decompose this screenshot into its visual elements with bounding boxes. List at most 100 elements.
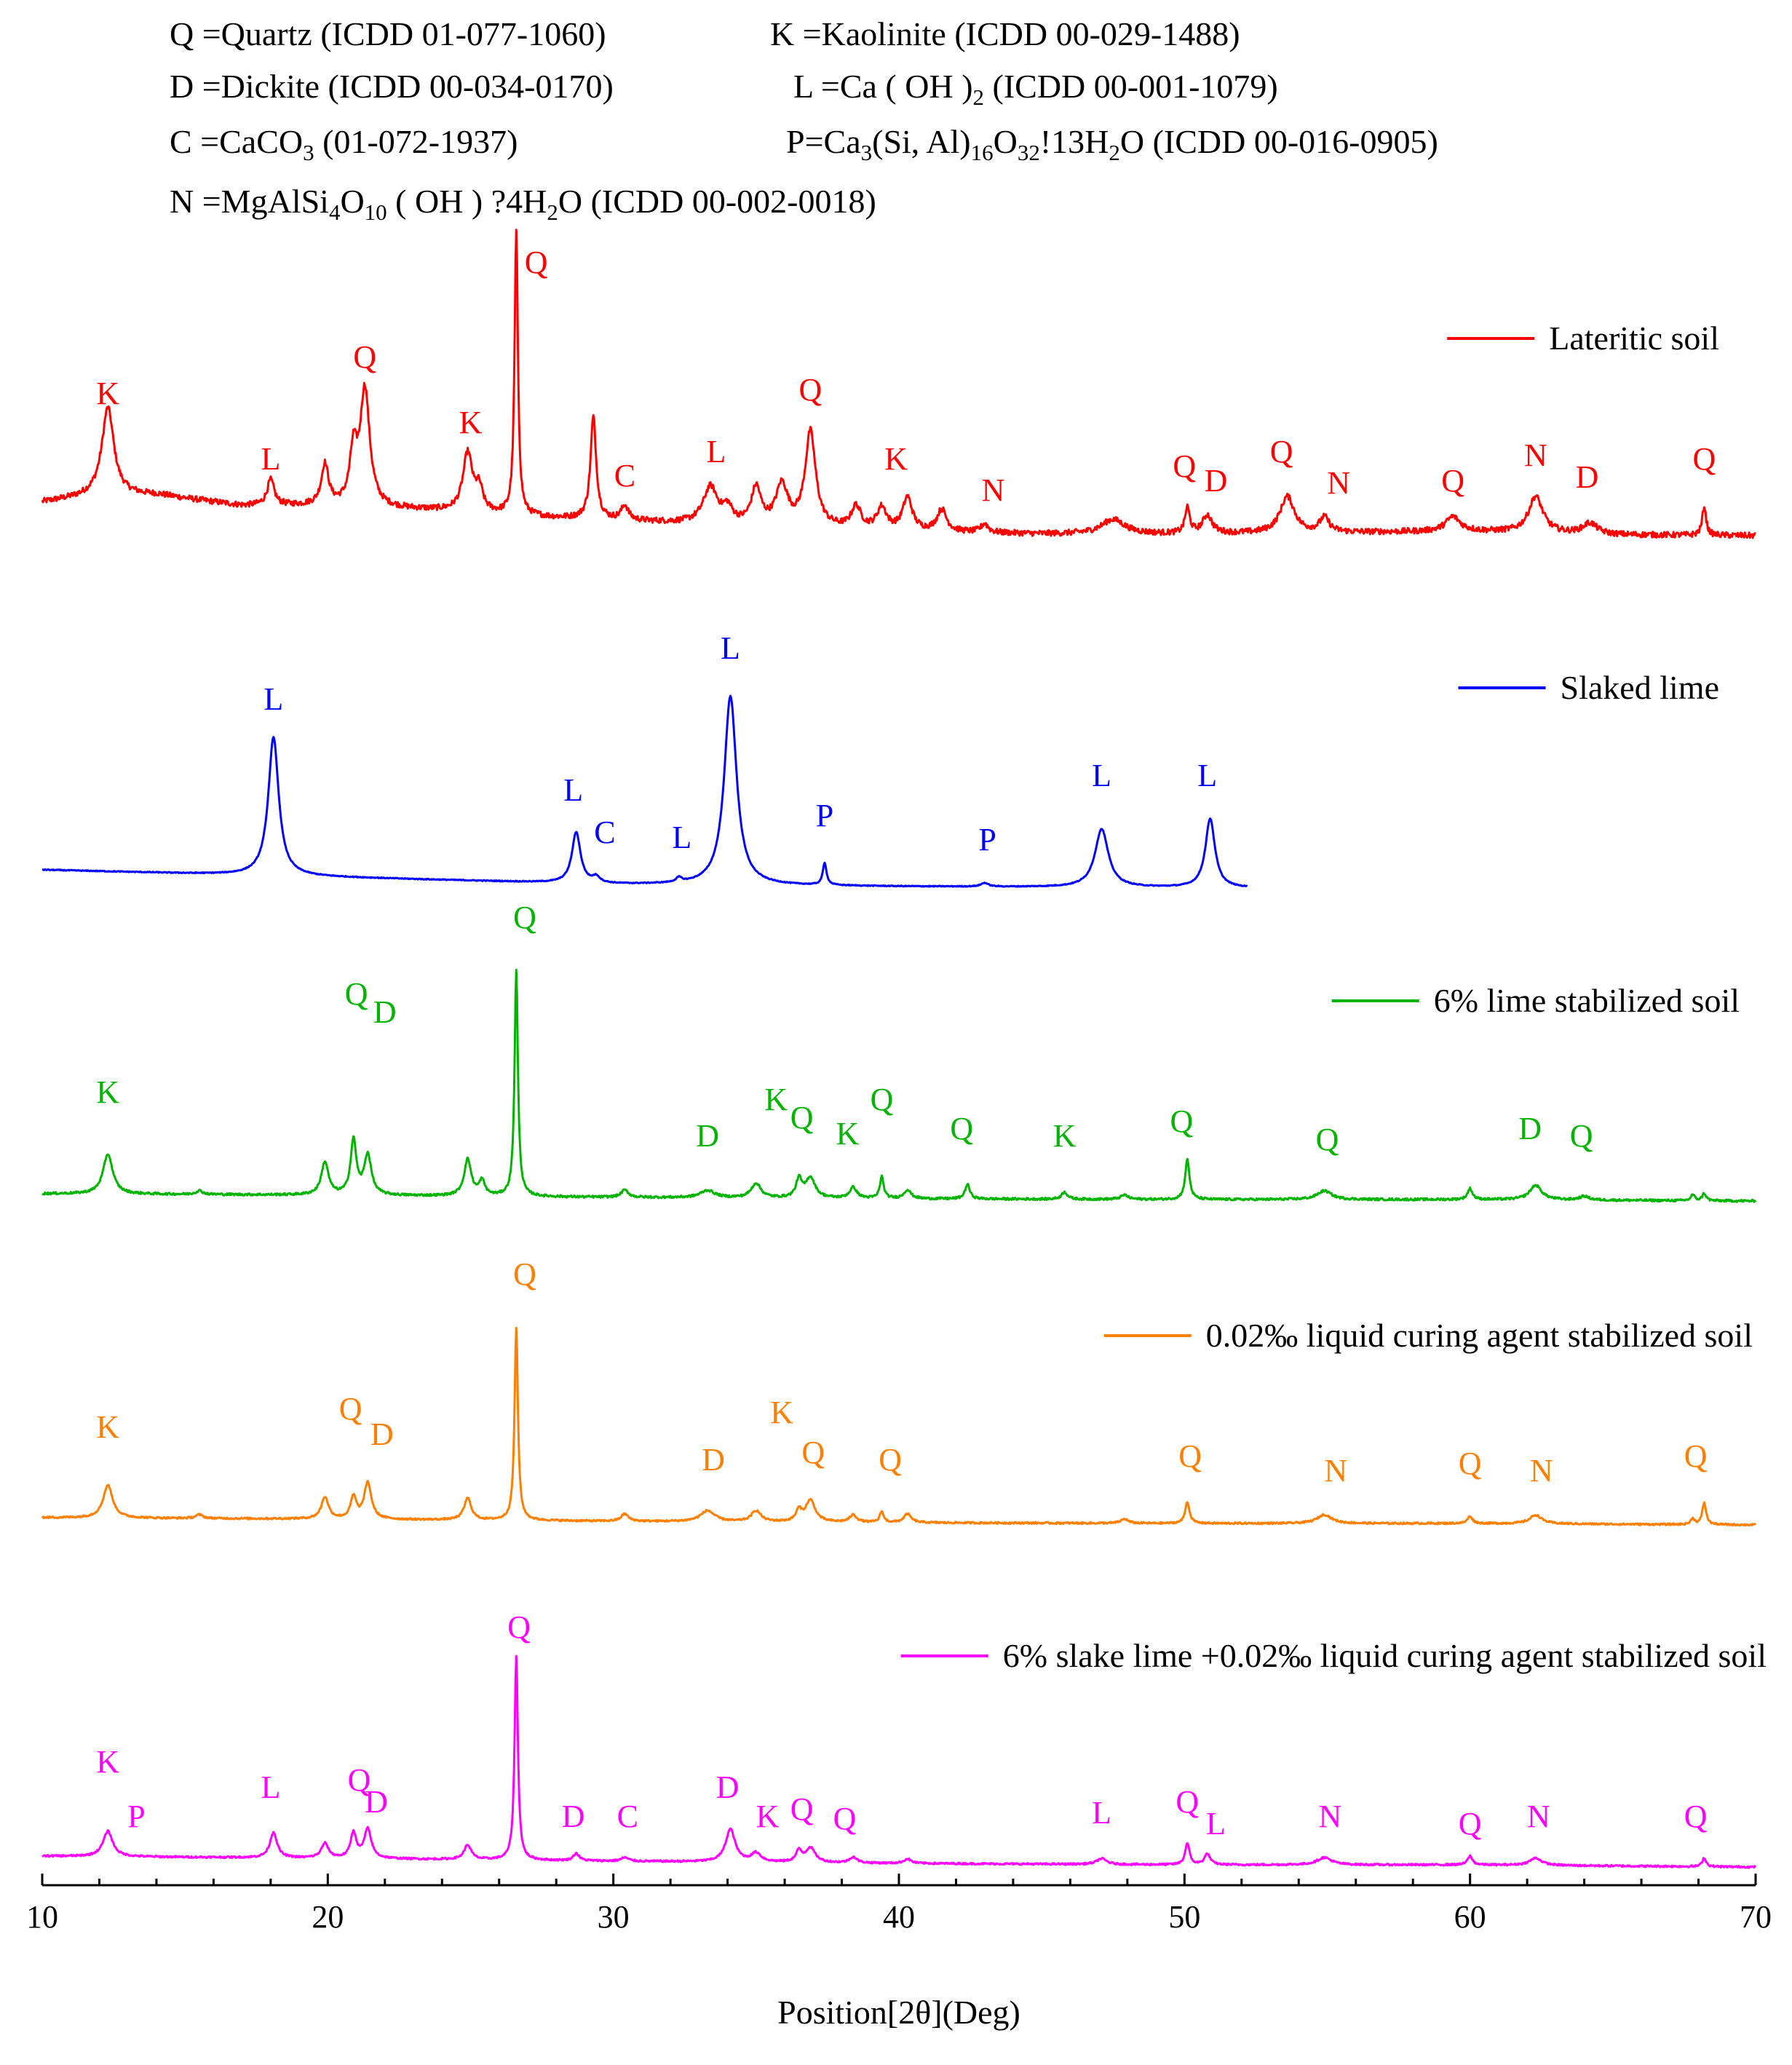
peak-label: L [706,434,726,469]
peak-label: D [1205,463,1228,499]
peak-label: K [459,405,483,440]
peak-label: D [562,1799,585,1834]
legend-label: 0.02‰ liquid curing agent stabilized soi… [1206,1317,1753,1354]
peak-label: P [127,1799,145,1834]
peak-label: C [594,814,615,850]
peak-label: P [816,798,833,833]
peak-label: C [617,1799,638,1834]
peak-label: K [884,441,908,477]
phase-legend-portlandite: L =Ca ( OH )2 (ICDD 00-001-1079) [793,68,1278,111]
peak-label: Q [1459,1446,1482,1481]
peak-label: K [96,376,119,411]
x-tick-label: 40 [883,1899,915,1935]
series-line [41,1654,1757,1869]
peak-label: Q [1170,1103,1194,1139]
peak-label: D [1576,459,1599,495]
peak-label: Q [790,1100,814,1135]
peak-label: L [1092,758,1111,793]
peak-label: L [721,630,740,666]
peak-label: Q [513,900,536,935]
peak-label: N [1524,437,1547,473]
peak-label: L [261,441,280,477]
peak-label: Q [950,1111,973,1146]
peak-label: K [96,1074,119,1110]
peak-label: N [1327,465,1350,501]
peak-label: D [1518,1111,1542,1146]
x-axis: 10 20 30 40 50 60 70 Position[2θ](Deg) [26,1874,1772,2031]
peak-label: D [373,994,397,1030]
peak-label: Q [1175,1784,1199,1820]
peak-label: L [1206,1806,1226,1842]
peak-label: N [1319,1799,1342,1834]
peak-label: D [716,1769,740,1805]
peak-label: Q [345,976,368,1012]
legend-label: Slaked lime [1561,669,1719,706]
x-tick-label: 60 [1454,1899,1486,1935]
peak-label: Q [1684,1799,1708,1834]
phase-legend-p-phase: P=Ca3(Si, Al)16O32!13H2O (ICDD 00-016-09… [786,123,1438,166]
phase-legend-n-phase: N =MgAlSi4O10 ( OH ) ?4H2O (ICDD 00-002-… [170,183,876,226]
peak-label: L [261,1769,280,1805]
peak-label: Q [1684,1438,1708,1474]
peak-label: D [696,1118,719,1154]
x-tick-label: 50 [1168,1899,1200,1935]
peak-label: K [96,1744,119,1780]
series-line [41,694,1248,888]
peak-label: Q [790,1791,814,1827]
peak-label: D [365,1784,388,1820]
peak-label: Q [1270,434,1293,469]
peak-label: K [96,1409,119,1445]
legend-label: Lateritic soil [1549,320,1719,357]
peak-label: Q [339,1391,362,1427]
series-line [41,229,1756,539]
peak-label: N [1530,1453,1553,1489]
peak-label: K [756,1799,780,1834]
series-line [41,1326,1757,1527]
peak-label: N [1527,1799,1550,1834]
peak-label: D [370,1416,394,1452]
peak-label: N [1324,1453,1347,1489]
peak-label: Q [801,1435,825,1470]
legend-label: 6% lime stabilized soil [1434,982,1740,1019]
series-line [41,969,1757,1203]
peak-label: Q [879,1442,902,1478]
peak-label: Q [1459,1806,1482,1842]
peak-label: L [1197,758,1217,793]
peak-label: L [1092,1795,1111,1831]
peak-label: Q [1441,463,1464,499]
phase-legend-quartz: Q =Quartz (ICDD 01-077-1060) [170,15,606,52]
peak-label: K [836,1116,860,1152]
phase-legend-kaolinite: K =Kaolinite (ICDD 00-029-1488) [770,15,1240,52]
peak-label: Q [871,1082,894,1117]
peak-label: Q [353,339,376,375]
x-tick-label: 30 [598,1899,630,1935]
peak-label: K [770,1395,793,1430]
legend-label: 6% slake lime +0.02‰ liquid curing agent… [1003,1637,1767,1674]
phase-legend: Q =Quartz (ICDD 01-077-1060) K =Kaolinit… [0,0,1792,240]
peak-label: Q [525,245,548,280]
peak-label: L [563,772,583,808]
peak-label: L [672,820,691,855]
peak-label: D [702,1442,725,1478]
peak-label: P [978,822,996,857]
peak-label: Q [1178,1438,1202,1474]
peak-label: K [764,1082,788,1117]
x-tick-label: 10 [26,1899,58,1935]
peak-label: L [263,681,283,717]
x-tick-label: 20 [312,1899,344,1935]
phase-legend-calcite: C =CaCO3 (01-072-1937) [170,123,518,166]
peak-label: N [982,472,1005,508]
peak-label: Q [1570,1118,1593,1154]
peak-label: Q [1316,1122,1339,1157]
x-tick-label: 70 [1740,1899,1772,1935]
peak-label: K [1053,1118,1077,1154]
peak-label: Q [1173,448,1196,484]
peak-label: Q [799,372,822,408]
peak-label: Q [513,1256,536,1292]
